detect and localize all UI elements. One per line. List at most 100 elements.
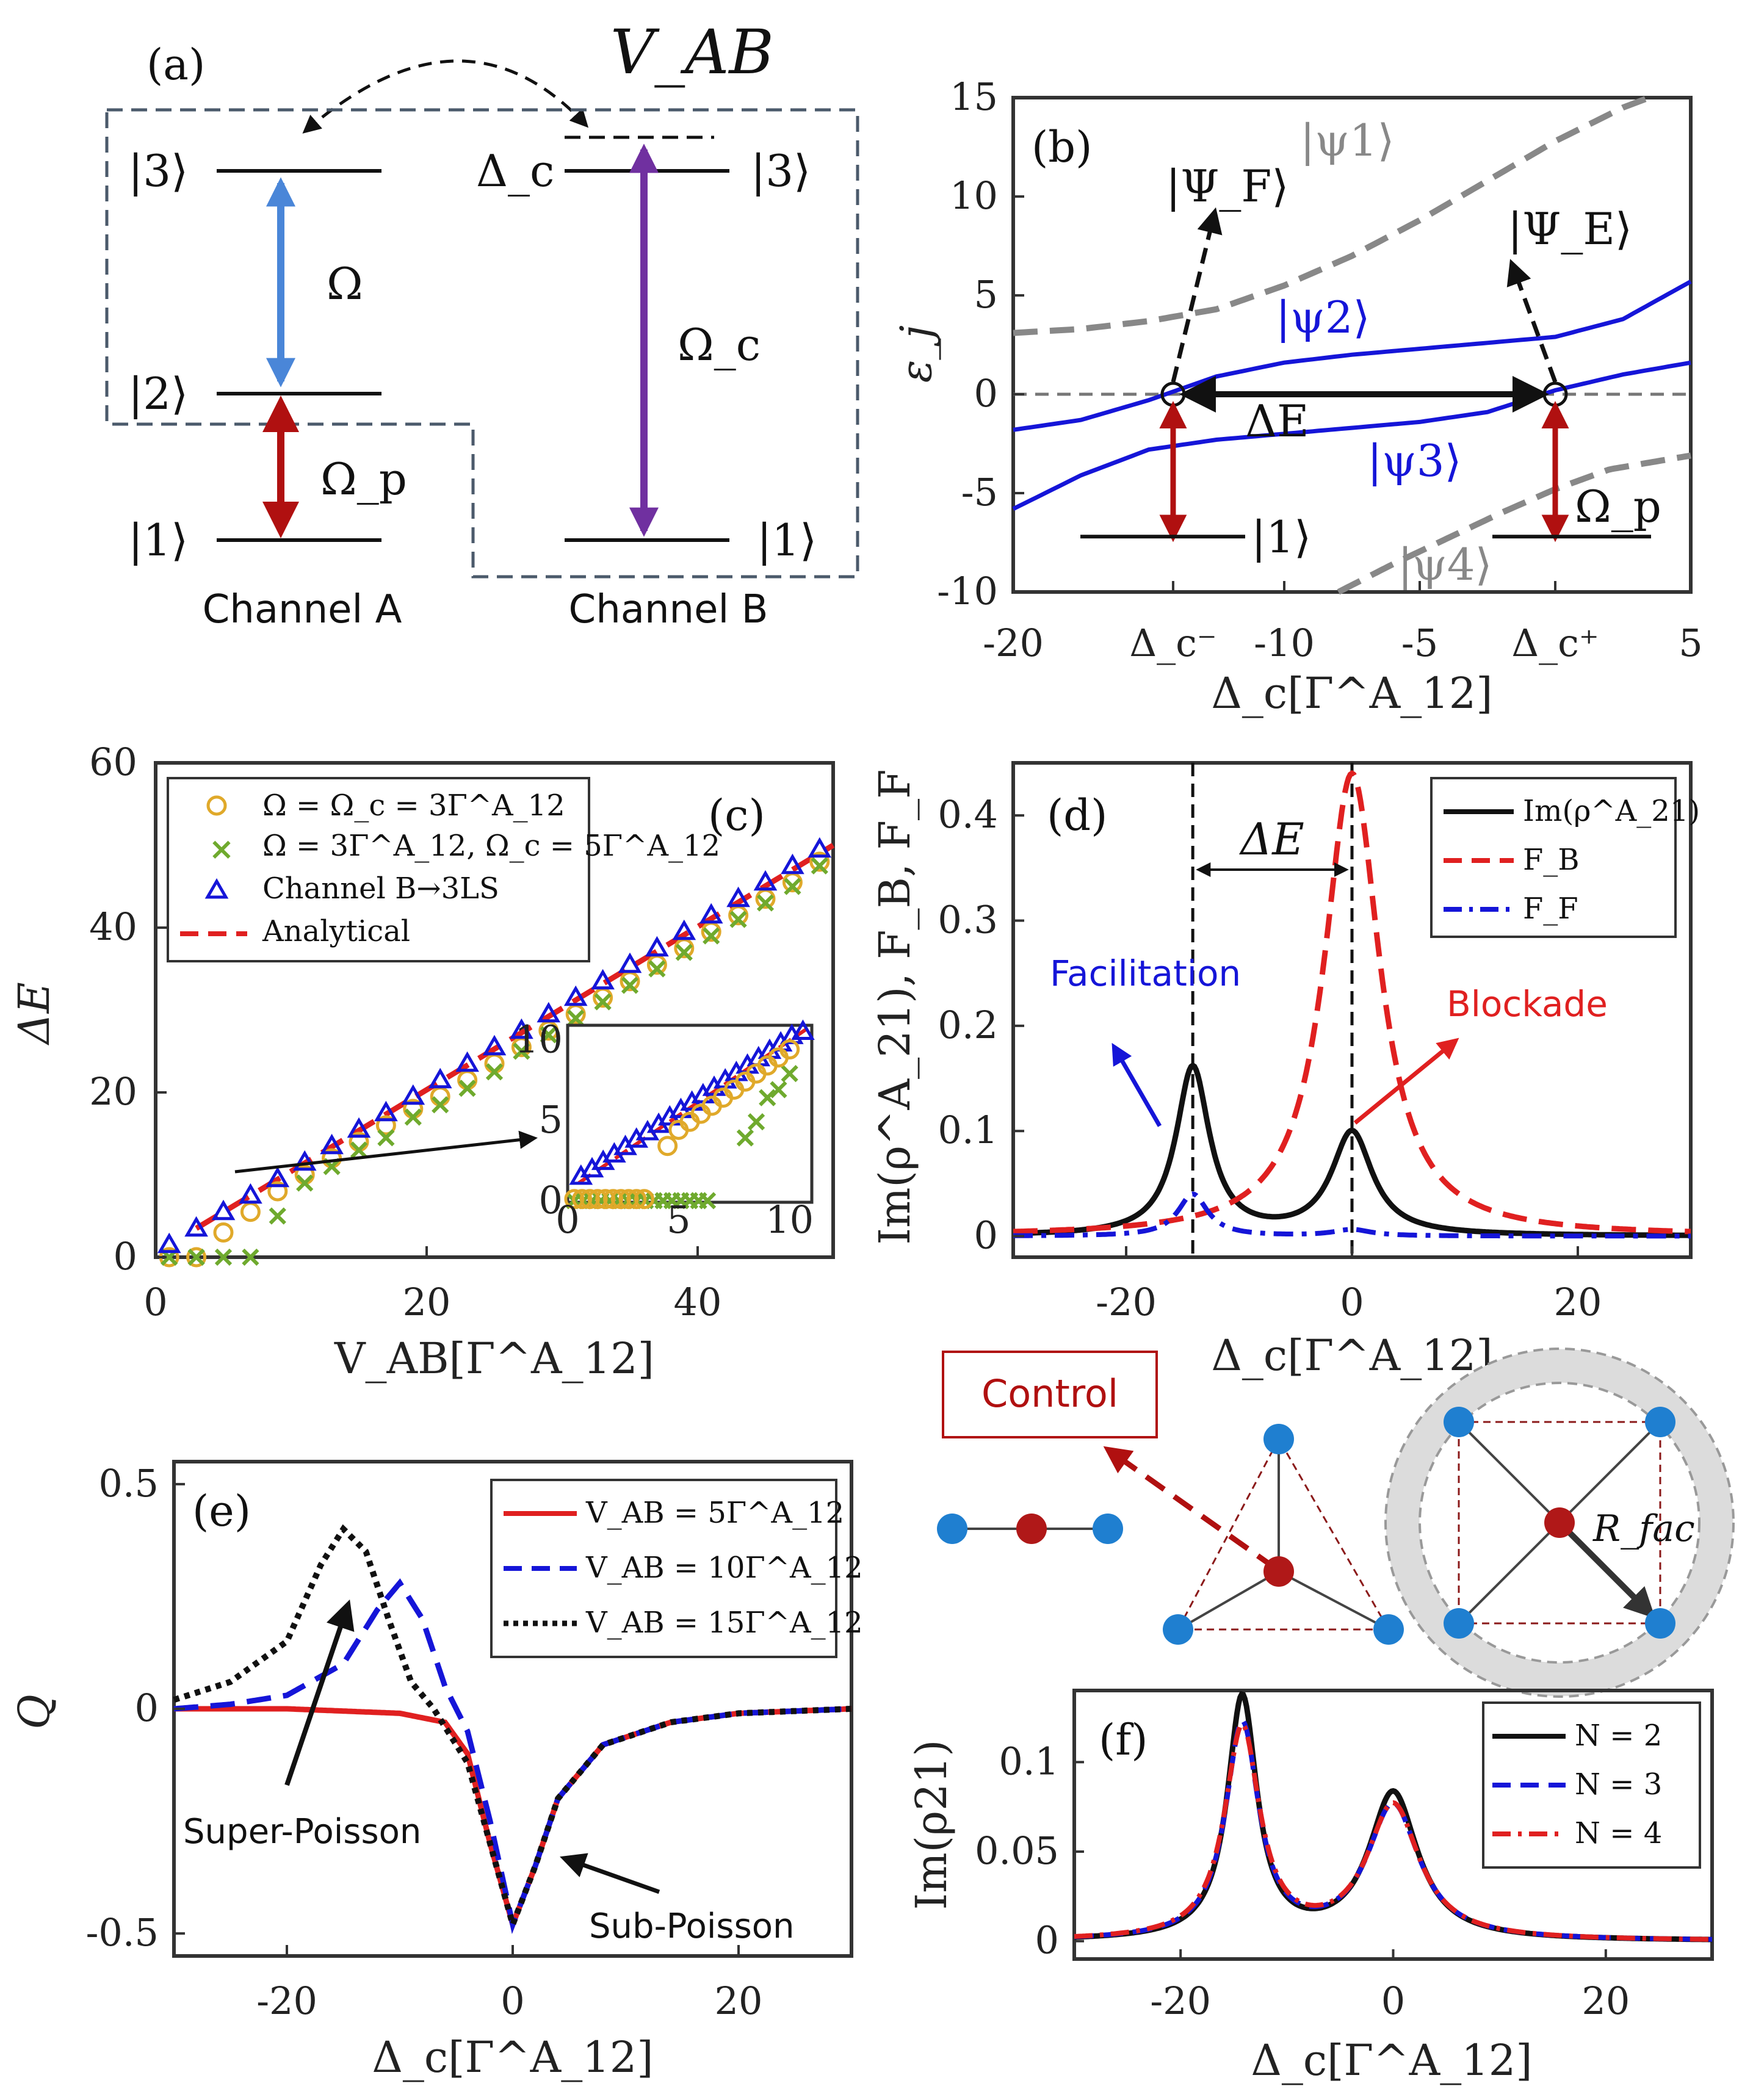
panel-f: (f) Im(ρ21) Δ_c[Γ^A_12] 0.10.050 -20 0 20 … <box>906 1689 1714 2085</box>
b-xticks-label-1: Δ_c⁻ <box>1129 621 1216 665</box>
omega-p-label-a: Ω_p <box>320 453 407 505</box>
c-point-s2-7 <box>347 1117 371 1138</box>
psi3-label: |ψ3⟩ <box>1367 435 1462 486</box>
c-legend-3: Analytical <box>262 914 410 948</box>
d-xticks-label-0: -20 <box>1096 1280 1157 1324</box>
sq-node-bl <box>1444 1608 1474 1639</box>
c-inset-x1-4 <box>781 1064 798 1083</box>
ket-b3: |3⟩ <box>751 145 811 197</box>
c-point-s1-7 <box>350 1141 368 1159</box>
super-poisson-arrow <box>284 1599 355 1786</box>
d-yticks-label-1: 0.3 <box>938 898 998 942</box>
c-inset-o0-7 <box>618 1189 639 1210</box>
dimer-node-right <box>1093 1514 1123 1544</box>
c-inset-o0-0 <box>564 1189 585 1210</box>
channel-box <box>105 108 859 579</box>
b-yticks-label-4: -5 <box>961 470 998 514</box>
c-point-s1-4 <box>269 1207 286 1225</box>
b-yticks-label-0: 15 <box>950 74 998 119</box>
b-series-ψ4 <box>1337 452 1691 595</box>
c-point-s2-12 <box>482 1034 507 1056</box>
b-yticks-label-3: 0 <box>974 371 998 416</box>
c-yticks-label-3: 0 <box>114 1234 137 1279</box>
channel-b-label: Channel B <box>569 587 768 632</box>
d-legend-2: F_F <box>1523 892 1578 926</box>
c-inset-o0-3 <box>587 1189 608 1210</box>
ket-b1: |1⟩ <box>757 514 817 566</box>
c-xlabel: V_AB[Γ^A_12] <box>334 1333 654 1384</box>
detuning-label: Δ_c <box>476 145 554 197</box>
c-point-s1-22 <box>756 894 775 912</box>
b-ylabel: ε_j <box>891 325 941 383</box>
rfac-label: R_fac <box>1592 1507 1695 1550</box>
c-legend-0: Ω = Ω_c = 3Γ^A_12 <box>262 788 565 823</box>
dimer-node-center <box>1016 1514 1047 1544</box>
c-point-s2-5 <box>292 1150 317 1171</box>
channel-a-label: Channel A <box>203 587 402 632</box>
d-xticks-label-1: 0 <box>1340 1280 1364 1324</box>
panel-f-label: (f) <box>1099 1715 1148 1765</box>
panel-a: (a) V_AB |3⟩ |2⟩ |1⟩ Ω Ω_p Δ_c |3⟩ |1⟩ Ω… <box>105 16 859 632</box>
c-inset-o0-1 <box>572 1189 593 1210</box>
psi1-label: |ψ1⟩ <box>1300 115 1395 166</box>
psi-f-label: |Ψ_F⟩ <box>1166 161 1289 212</box>
c-point-s0-8 <box>375 1115 396 1136</box>
f-yticks-label-2: 0 <box>1035 1918 1059 1963</box>
c-point-s1-21 <box>729 911 747 928</box>
tri-bond-3 <box>1278 1570 1389 1631</box>
tri-bond-2 <box>1177 1570 1279 1631</box>
b-xticks-label-3: -5 <box>1401 621 1438 665</box>
coupling-arrow <box>302 59 589 134</box>
f-legend-0: N = 2 <box>1575 1719 1662 1753</box>
c-point-s1-18 <box>648 960 666 978</box>
b-series-ψ2 <box>1013 280 1692 432</box>
c-inset-xtick-1: 5 <box>667 1197 690 1242</box>
omega-label: Ω <box>327 258 363 309</box>
c-point-s0-1 <box>186 1247 207 1268</box>
e-xticks-label-2: 20 <box>715 1979 763 2023</box>
c-point-s0-3 <box>240 1202 261 1222</box>
c-inset-ytick-0: 10 <box>515 1017 563 1061</box>
c-point-s1-14 <box>540 1026 557 1044</box>
f-legend-1: N = 3 <box>1575 1767 1662 1802</box>
c-inset-x0-15 <box>698 1192 717 1210</box>
c-inset-x1-2 <box>759 1089 776 1106</box>
c-point-s2-22 <box>753 870 778 891</box>
c-point-s2-19 <box>672 919 696 940</box>
psi-e-label: |Ψ_E⟩ <box>1508 203 1632 254</box>
d-yticks-label-0: 0.4 <box>938 792 998 837</box>
f-legend-2: N = 4 <box>1575 1816 1662 1850</box>
ket-a1: |1⟩ <box>128 514 188 566</box>
f-series-N=4 <box>1074 1722 1712 1942</box>
ket-a2: |2⟩ <box>128 368 188 419</box>
c-inset-o1-0 <box>657 1136 678 1156</box>
axes-b <box>1011 96 1693 594</box>
f-yticks-label-0: 0.1 <box>999 1739 1059 1783</box>
c-point-s1-11 <box>458 1080 476 1097</box>
panel-c: (c) ΔE V_AB[Γ^A_12] 60 40 20 0 0 20 40 Ω = Ω_… <box>9 740 835 1384</box>
c-ylabel: ΔE <box>9 982 59 1046</box>
control-arrow <box>1103 1446 1278 1571</box>
c-point-s2-16 <box>591 969 615 990</box>
c-point-s2-2 <box>211 1199 236 1221</box>
deltaE-b-label: ΔE <box>1245 395 1309 447</box>
c-point-s1-8 <box>377 1129 395 1147</box>
c-point-s1-10 <box>432 1096 449 1114</box>
sub-poisson-arrow <box>560 1853 660 1894</box>
c-inset-o0-4 <box>595 1189 616 1210</box>
c-point-s2-9 <box>401 1084 425 1105</box>
blockade-arrow <box>1353 1037 1459 1125</box>
b-xticks-label-2: -10 <box>1254 621 1315 665</box>
c-point-s2-11 <box>455 1051 479 1072</box>
blockade-label: Blockade <box>1447 983 1608 1025</box>
c-inset-o0-2 <box>579 1189 600 1210</box>
panel-d: ΔE (d) Im(ρ^A_21), F_B, F_F Δ_c[Γ^A_12] … <box>870 761 1700 1380</box>
c-yticks-label-0: 60 <box>89 740 137 784</box>
c-inset-x1-0 <box>736 1129 754 1147</box>
c-point-s2-3 <box>239 1183 262 1204</box>
c-legend-1: Ω = 3Γ^A_12, Ω_c = 5Γ^A_12 <box>262 829 720 863</box>
omega-c-label: Ω_c <box>678 319 761 370</box>
c-point-s2-24 <box>808 837 832 858</box>
